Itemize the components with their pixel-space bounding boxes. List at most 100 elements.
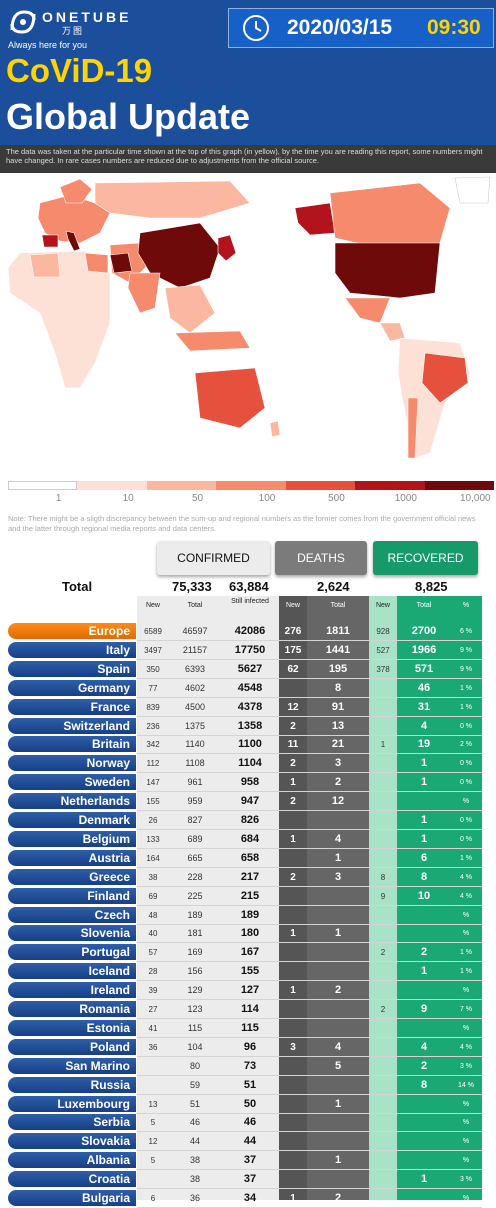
cell-tot: 51 xyxy=(189,1098,200,1109)
row-divider xyxy=(137,923,482,925)
cell-dtot xyxy=(308,1170,368,1189)
country-name: Russia xyxy=(8,1076,136,1093)
cell-tot: 665 xyxy=(187,852,203,863)
map-region-iran xyxy=(109,252,133,274)
map-region-italy xyxy=(65,230,81,252)
row-divider xyxy=(137,885,482,887)
country-name: Germany xyxy=(8,679,136,696)
cell-new: 69 xyxy=(148,891,158,901)
country-name: Slovakia xyxy=(8,1133,136,1150)
cell-rtot: 1 xyxy=(420,832,428,845)
cell-tot: 21157 xyxy=(182,644,208,655)
row-divider xyxy=(137,1074,482,1076)
cell-tot: 225 xyxy=(187,890,203,901)
cell-dnew: 2 xyxy=(290,871,296,883)
row-divider xyxy=(137,772,482,774)
row-divider xyxy=(137,1150,482,1152)
cell-dnew: 276 xyxy=(284,626,302,637)
cell-rnew xyxy=(370,1095,396,1114)
map-region-india xyxy=(127,272,161,314)
country-name: Norway xyxy=(8,755,136,772)
map-region-australia xyxy=(194,367,266,429)
cell-tot: 169 xyxy=(187,947,203,958)
recovered-new-column-bg xyxy=(369,596,397,1200)
table-row: France 839 4500 4378 12 91 31 1 % xyxy=(0,698,496,717)
cell-new xyxy=(137,1170,169,1189)
cell-rtot xyxy=(398,1019,450,1038)
cell-dtot: 12 xyxy=(331,795,345,808)
cell-tot: 1140 xyxy=(185,739,205,750)
cell-tot: 189 xyxy=(187,909,203,920)
scale-label: 500 xyxy=(328,493,345,504)
cell-dtot: 1 xyxy=(334,851,342,864)
cell-new: 5 xyxy=(150,1156,156,1166)
cell-new: 6589 xyxy=(144,627,162,636)
cell-dtot xyxy=(308,943,368,962)
table-row: Slovakia 12 44 44% xyxy=(0,1132,496,1152)
cell-dtot xyxy=(308,1019,368,1038)
cell-rnew xyxy=(370,698,396,717)
row-divider xyxy=(137,1055,482,1057)
cell-rnew: 378 xyxy=(376,664,390,674)
cell-still: 37 xyxy=(243,1173,257,1186)
cell-dtot: 195 xyxy=(328,662,348,675)
row-divider xyxy=(137,904,482,906)
cell-new: 12 xyxy=(148,1137,158,1147)
cell-dtot xyxy=(308,1076,368,1095)
cell-dtot: 1 xyxy=(334,1154,342,1167)
cell-dnew: 175 xyxy=(284,644,302,656)
cell-tot: 80 xyxy=(189,1060,200,1071)
cell-dnew: 1 xyxy=(290,928,296,940)
map-region-scandinavia xyxy=(59,178,93,204)
cell-tot: 4602 xyxy=(184,682,206,693)
cell-still: 180 xyxy=(240,927,260,940)
cell-rtot xyxy=(398,1189,450,1208)
cell-tot: 129 xyxy=(187,985,203,996)
cell-pct: 1 % xyxy=(459,684,473,692)
cell-pct: 1 % xyxy=(459,968,473,976)
row-divider xyxy=(137,1018,482,1019)
cell-rnew xyxy=(370,1038,396,1057)
scale-swatch xyxy=(146,481,217,490)
scale-swatch xyxy=(77,481,147,490)
cell-rtot: 8 xyxy=(420,870,428,883)
cell-still: 46 xyxy=(243,1116,257,1129)
table-row: Bulgaria 6 36 34 1 2% xyxy=(0,1189,496,1208)
brand-sub: 万图 xyxy=(62,26,85,36)
map-region-usa xyxy=(334,242,441,299)
cell-pct: 1 % xyxy=(459,854,473,862)
map-region-algeria xyxy=(29,252,61,278)
row-divider xyxy=(137,753,482,755)
map-region-russia xyxy=(94,180,251,219)
cell-new: 39 xyxy=(148,986,158,996)
cell-pct: % xyxy=(462,798,470,806)
country-name: Belgium xyxy=(8,830,136,847)
cell-rnew xyxy=(370,1132,396,1151)
country-name: Britain xyxy=(8,736,136,753)
scale-label: 100 xyxy=(258,493,276,504)
cell-pct: 7 % xyxy=(459,1006,473,1013)
cell-new: 3497 xyxy=(144,645,162,655)
map-region-alaska xyxy=(294,202,336,236)
cell-dtot: 4 xyxy=(334,1040,342,1053)
confirmed-header: CONFIRMED xyxy=(157,541,270,575)
cell-new: 36 xyxy=(148,1042,158,1052)
cell-rtot: 31 xyxy=(417,700,431,713)
cell-rnew xyxy=(370,981,396,1000)
cell-rtot xyxy=(398,1095,450,1114)
subheader-still-infected: Still infected xyxy=(231,598,269,605)
row-divider xyxy=(137,1112,482,1114)
map-region-greenland xyxy=(454,176,491,204)
cell-dtot xyxy=(308,906,368,925)
cell-still: 215 xyxy=(240,889,260,902)
row-divider xyxy=(137,1188,482,1190)
cell-dnew xyxy=(280,1000,306,1019)
header-banner: ONETUBE 万图 Always here for you 2020/03/1… xyxy=(0,0,496,145)
cell-still: 5627 xyxy=(237,662,263,675)
cell-still: 96 xyxy=(243,1040,257,1053)
row-divider xyxy=(137,999,482,1001)
table-row: Serbia 5 46 46% xyxy=(0,1113,496,1133)
cell-tot: 46597 xyxy=(182,626,208,636)
row-divider xyxy=(137,696,482,698)
cell-still: 1358 xyxy=(237,719,263,732)
